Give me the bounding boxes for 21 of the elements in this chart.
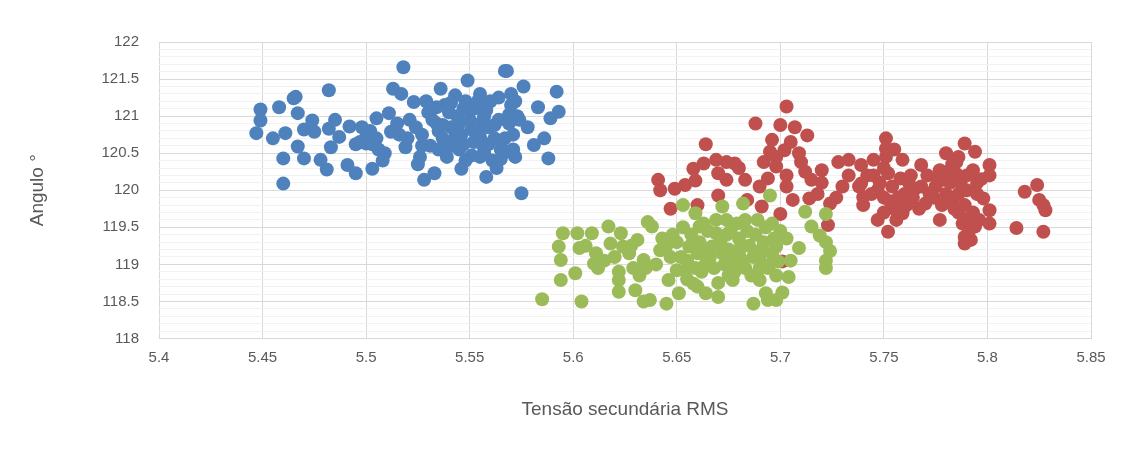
x-tick-label: 5.75 — [869, 347, 899, 365]
y-tick-label: 118 — [115, 328, 139, 346]
x-tick-label: 5.55 — [455, 347, 485, 365]
x-tick-label: 5.65 — [662, 347, 692, 365]
x-tick-label: 5.8 — [977, 347, 998, 365]
y-tick-label: 121 — [113, 106, 139, 124]
y-axis-title: Angulo ° — [25, 154, 47, 227]
y-tick-label: 121.5 — [101, 69, 139, 87]
x-axis-title: Tensão secundária RMS — [521, 397, 729, 419]
x-tick-label: 5.7 — [769, 347, 791, 365]
x-tick-label: 5.6 — [562, 347, 584, 365]
x-tick-label: 5.5 — [355, 347, 377, 365]
y-tick-label: 122 — [113, 32, 139, 50]
x-tick-label: 5.85 — [1076, 347, 1106, 365]
x-tick-label: 5.45 — [247, 347, 278, 365]
y-tick-label: 118.5 — [102, 291, 139, 309]
y-tick-label: 120 — [113, 180, 139, 198]
y-tick-label: 119 — [115, 254, 139, 272]
y-tick-label: 119.5 — [102, 217, 139, 235]
x-tick-label: 5.4 — [148, 347, 170, 365]
y-tick-label: 120.5 — [101, 143, 139, 161]
